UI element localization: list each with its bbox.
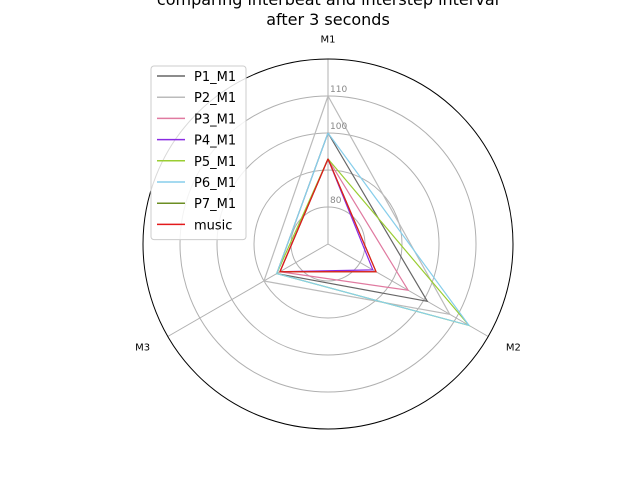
legend-label: P6_M1 — [194, 176, 236, 191]
legend-label: P4_M1 — [194, 134, 236, 149]
legend-label: P1_M1 — [194, 70, 236, 85]
legend-box — [150, 65, 247, 241]
series-line-music — [279, 158, 377, 273]
series-line-p6_m1 — [275, 132, 471, 327]
legend-label: music — [194, 218, 232, 233]
chart-title-line-1: comparing interbeat and interstep interv… — [157, 0, 499, 9]
series-line-p2_m1 — [263, 95, 451, 316]
axis-spoke — [167, 243, 329, 337]
chart-title-line-2: after 3 seconds — [266, 10, 390, 29]
legend-label: P7_M1 — [194, 197, 236, 212]
axis-label-m3: M3 — [135, 343, 150, 354]
axis-label-m1: M1 — [321, 35, 336, 46]
legend-label: P5_M1 — [194, 155, 236, 170]
r-tick-label: 80 — [330, 196, 342, 206]
r-tick-label: 100 — [330, 122, 347, 132]
legend-label: P2_M1 — [194, 91, 236, 106]
legend-label: P3_M1 — [194, 112, 236, 127]
r-tick-label: 110 — [330, 85, 347, 95]
grid-layer — [142, 58, 514, 430]
axis-label-m2: M2 — [506, 343, 521, 354]
outer-frame — [142, 58, 514, 430]
series-layer — [263, 95, 471, 327]
label-layer: 80 100 110 M1 M2 M3 — [135, 35, 521, 354]
